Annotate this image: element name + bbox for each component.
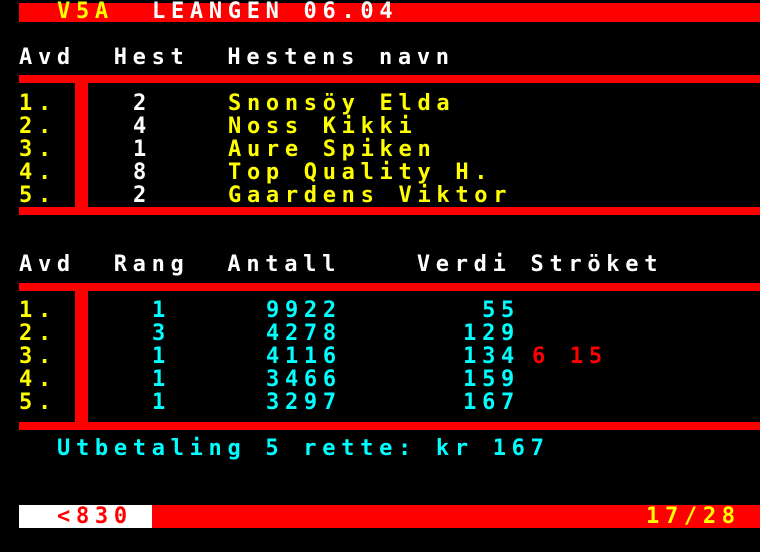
table1-row-avd: 5.: [19, 183, 57, 208]
table1-row-navn: Top Quality H.: [228, 160, 494, 185]
table1-row-hest: 2: [133, 183, 152, 208]
table1-row-navn: Noss Kikki: [228, 114, 418, 139]
page-code: V5A: [57, 0, 114, 24]
table1-row-hest: 1: [133, 137, 152, 162]
table2-row-avd: 4.: [19, 367, 57, 392]
footer-page-input: <830: [57, 504, 133, 529]
table1-row-hest: 4: [133, 114, 152, 139]
footer-bar: [152, 505, 760, 528]
table2-row-antall: 4116: [266, 344, 342, 369]
page-title: LEANGEN 06.04: [152, 0, 399, 24]
table2-row-avd: 2.: [19, 321, 57, 346]
table2-row-antall: 3466: [266, 367, 342, 392]
table1-row-avd: 2.: [19, 114, 57, 139]
table2-row-rang: 1: [152, 344, 171, 369]
table2-row-antall: 3297: [266, 390, 342, 415]
table1-row-navn: Aure Spiken: [228, 137, 437, 162]
table1-bottom-border: [19, 207, 760, 215]
table2-bottom-border: [19, 422, 760, 430]
table2-row-verdi: 159: [463, 367, 520, 392]
table1-row-avd: 4.: [19, 160, 57, 185]
footer-page-input-box: [19, 505, 152, 528]
table1-top-border: [19, 75, 760, 83]
table2-row-avd: 1.: [19, 298, 57, 323]
table2-vertical-border: [75, 283, 88, 430]
table2-row-antall: 9922: [266, 298, 342, 323]
table2-row-avd: 3.: [19, 344, 57, 369]
table2-row-stroket: 6 15: [532, 344, 608, 369]
table1-column-header: Avd Hest Hestens navn: [19, 45, 455, 70]
table2-row-rang: 3: [152, 321, 171, 346]
table1-row-avd: 1.: [19, 91, 57, 116]
header-bar: [19, 3, 760, 22]
table1-row-navn: Snonsöy Elda: [228, 91, 456, 116]
table2-column-header: Avd Rang Antall Verdi Ströket: [19, 252, 664, 277]
table2-row-rang: 1: [152, 367, 171, 392]
table2-top-border: [19, 283, 760, 291]
table2-row-rang: 1: [152, 390, 171, 415]
table2-row-rang: 1: [152, 298, 171, 323]
footer-page-number: 17/28: [646, 504, 741, 529]
payout-text: Utbetaling 5 rette: kr 167: [57, 436, 550, 461]
table1-row-hest: 2: [133, 91, 152, 116]
table1-row-avd: 3.: [19, 137, 57, 162]
table2-row-antall: 4278: [266, 321, 342, 346]
table2-row-verdi: 55: [482, 298, 520, 323]
table1-vertical-border: [75, 75, 88, 215]
table2-row-verdi: 129: [463, 321, 520, 346]
table2-row-avd: 5.: [19, 390, 57, 415]
table1-row-hest: 8: [133, 160, 152, 185]
table1-row-navn: Gaardens Viktor: [228, 183, 513, 208]
table2-row-verdi: 167: [463, 390, 520, 415]
table2-row-verdi: 134: [463, 344, 520, 369]
